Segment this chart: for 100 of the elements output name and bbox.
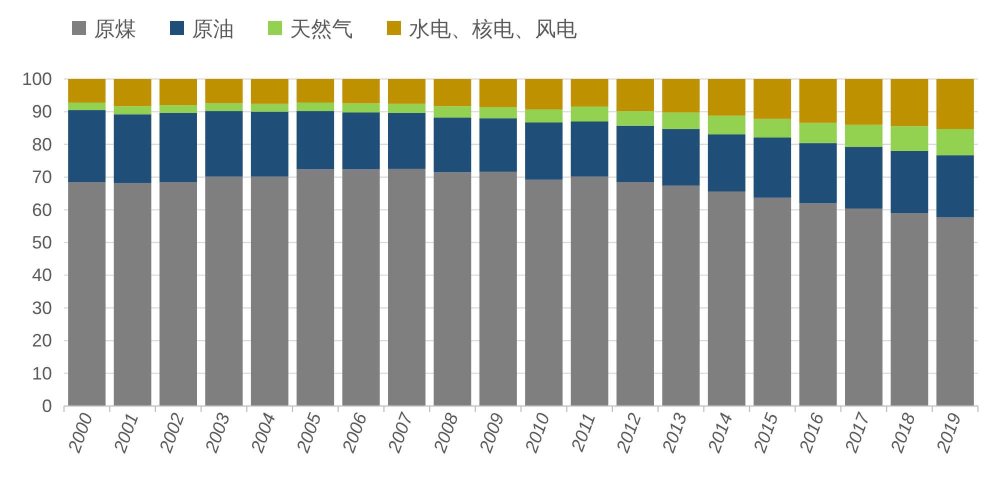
bar xyxy=(936,79,974,130)
bar xyxy=(845,124,882,148)
bar xyxy=(890,213,928,406)
x-tick-label: 2004 xyxy=(246,410,280,456)
bar xyxy=(479,79,517,108)
y-tick-label: 80 xyxy=(32,134,52,154)
bar xyxy=(250,104,288,112)
y-tick-label: 10 xyxy=(32,363,52,384)
x-tick-label: 2016 xyxy=(794,410,828,456)
y-tick-label: 50 xyxy=(32,232,52,252)
x-tick-label: 2006 xyxy=(338,410,372,456)
bar xyxy=(205,79,243,104)
bar xyxy=(250,79,288,104)
legend-label: 原油 xyxy=(192,18,234,41)
bar xyxy=(936,155,974,218)
bar xyxy=(799,79,837,123)
bar xyxy=(662,112,700,130)
bar xyxy=(708,134,746,192)
bar xyxy=(754,138,792,198)
x-tick-label: 2011 xyxy=(566,410,600,455)
bar xyxy=(570,176,608,406)
x-tick-label: 2017 xyxy=(840,410,874,456)
bar xyxy=(250,112,288,176)
bar xyxy=(68,79,106,103)
x-tick-label: 2005 xyxy=(292,410,326,456)
bar xyxy=(160,182,197,406)
bar xyxy=(388,104,426,114)
bar xyxy=(205,111,243,176)
bar xyxy=(616,111,654,126)
bar xyxy=(845,208,882,406)
legend-label: 原煤 xyxy=(94,18,136,41)
bar xyxy=(434,118,472,172)
bar xyxy=(890,79,928,126)
bar xyxy=(160,105,197,114)
y-tick-label: 40 xyxy=(32,265,52,286)
bar xyxy=(662,129,700,186)
bar xyxy=(662,79,700,112)
bar xyxy=(799,143,837,204)
x-tick-label: 2014 xyxy=(704,410,736,456)
bar xyxy=(434,172,472,406)
bar xyxy=(708,79,746,116)
bar xyxy=(570,122,608,176)
bar xyxy=(296,102,334,112)
y-tick-label: 100 xyxy=(22,69,52,89)
bar xyxy=(250,176,288,406)
bar xyxy=(114,182,152,406)
legend-label: 水电、核电、风电 xyxy=(409,18,577,41)
bar xyxy=(434,79,472,106)
x-tick-label: 2012 xyxy=(612,410,646,456)
bar xyxy=(845,79,882,125)
bar xyxy=(68,102,106,110)
bar xyxy=(342,103,380,112)
bar xyxy=(890,126,928,151)
bar xyxy=(616,79,654,112)
y-tick-label: 60 xyxy=(32,200,52,220)
bar xyxy=(616,182,654,406)
bar xyxy=(342,112,380,170)
bar xyxy=(342,79,380,104)
bar xyxy=(296,79,334,103)
bar xyxy=(479,107,517,118)
bar xyxy=(160,113,197,182)
bar xyxy=(342,169,380,406)
bar xyxy=(936,217,974,406)
bar xyxy=(114,79,152,106)
bar xyxy=(205,176,243,406)
bar xyxy=(296,111,334,170)
bar xyxy=(845,147,882,208)
bar xyxy=(754,79,792,119)
bar xyxy=(479,172,517,406)
bar xyxy=(799,203,837,406)
bar xyxy=(890,150,928,214)
x-tick-label: 2018 xyxy=(886,410,920,456)
x-tick-label: 2009 xyxy=(475,410,508,456)
bar xyxy=(570,106,608,122)
y-tick-label: 30 xyxy=(32,298,52,318)
bar xyxy=(799,122,837,144)
bar xyxy=(434,106,472,118)
bar xyxy=(296,169,334,406)
bar xyxy=(662,186,700,406)
y-tick-label: 70 xyxy=(32,167,52,188)
x-tick-label: 2010 xyxy=(520,410,554,456)
bar xyxy=(708,116,746,134)
bar xyxy=(68,182,106,406)
legend-label: 天然气 xyxy=(290,18,353,41)
y-tick-label: 20 xyxy=(32,330,52,351)
y-tick-label: 90 xyxy=(32,102,52,122)
bar xyxy=(525,109,563,122)
bar xyxy=(114,114,152,183)
bar xyxy=(388,113,426,169)
bar xyxy=(616,126,654,182)
x-tick-label: 2002 xyxy=(155,410,188,456)
bar xyxy=(388,168,426,406)
x-tick-label: 2015 xyxy=(749,410,782,456)
bar xyxy=(114,106,152,114)
x-tick-label: 2019 xyxy=(932,410,965,456)
bar xyxy=(708,191,746,406)
x-tick-label: 2001 xyxy=(109,410,142,456)
bar xyxy=(525,122,563,180)
x-tick-label: 2003 xyxy=(200,410,234,456)
x-tick-label: 2008 xyxy=(429,410,462,456)
